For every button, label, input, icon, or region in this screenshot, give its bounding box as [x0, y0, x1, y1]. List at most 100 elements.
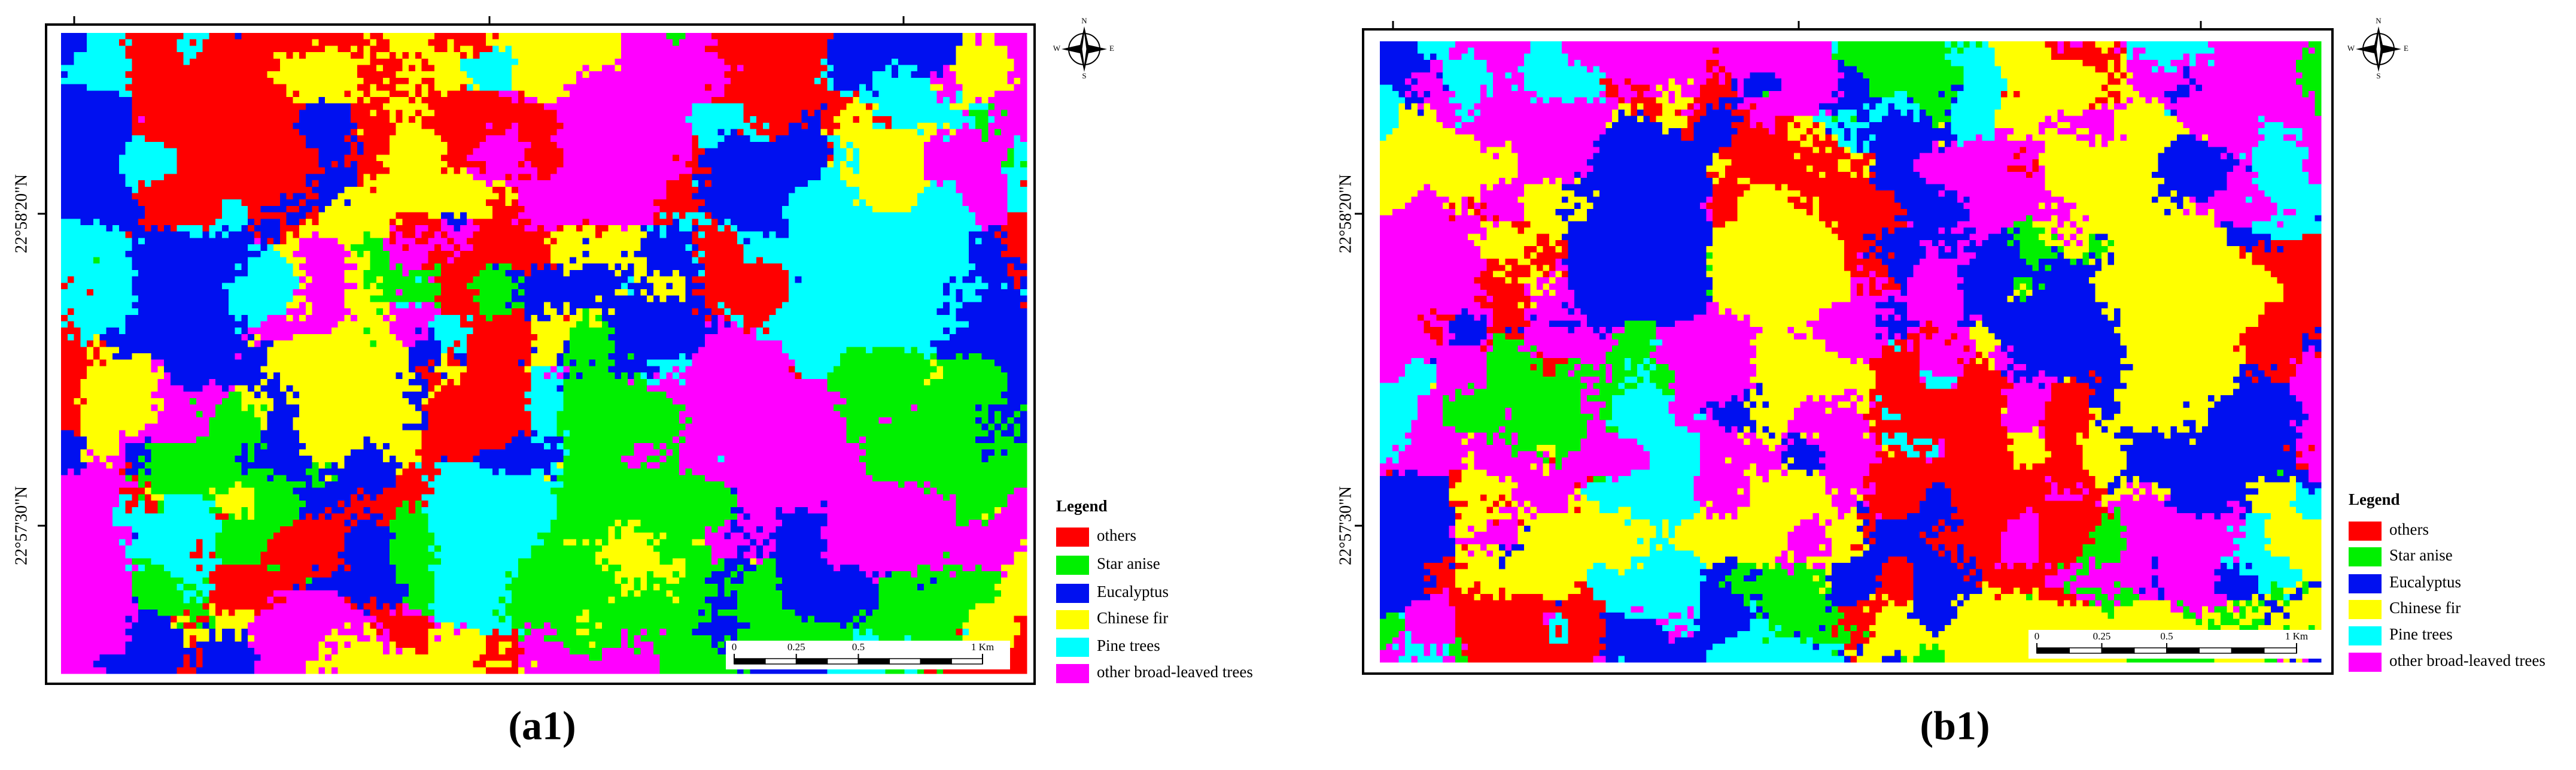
map-cell: [351, 238, 358, 245]
map-cell: [299, 238, 306, 245]
map-cell: [840, 58, 847, 66]
map-cell: [415, 205, 422, 213]
map-cell: [956, 193, 963, 200]
map-cell: [486, 238, 493, 245]
map-cell: [634, 141, 641, 149]
map-cell: [99, 199, 107, 207]
map-cell: [917, 231, 924, 238]
map-cell: [460, 110, 467, 117]
map-cell: [267, 167, 274, 174]
map-cell: [647, 148, 654, 155]
map-cell: [653, 39, 661, 46]
map-cell: [112, 212, 120, 219]
map-cell: [151, 141, 158, 149]
map-cell: [440, 167, 448, 174]
map-cell: [782, 205, 789, 213]
map-cell: [808, 135, 815, 143]
map-cell: [61, 174, 68, 181]
map-cell: [177, 141, 184, 149]
map-cell: [74, 110, 81, 117]
map-cell: [762, 46, 770, 53]
map-cell: [454, 154, 461, 162]
map-cell: [846, 97, 854, 104]
map-cell: [118, 129, 126, 136]
map-cell: [196, 225, 203, 232]
map-cell: [260, 97, 267, 104]
map-cell: [601, 129, 609, 136]
map-cell: [859, 65, 866, 72]
map-cell: [892, 141, 899, 149]
map-cell: [486, 90, 493, 98]
map-cell: [820, 110, 828, 117]
map-cell: [743, 97, 750, 104]
map-cell: [1014, 103, 1021, 110]
map-cell: [434, 193, 442, 200]
map-cell: [576, 205, 583, 213]
map-cell: [286, 180, 293, 187]
map-cell: [647, 103, 654, 110]
map-cell: [138, 244, 145, 251]
map-cell: [634, 231, 641, 238]
map-cell: [241, 135, 248, 143]
map-cell: [99, 225, 107, 232]
map-cell: [878, 212, 886, 219]
map-cell: [434, 122, 442, 130]
map-cell: [87, 65, 94, 72]
map-cell: [344, 193, 351, 200]
map-cell: [563, 161, 570, 168]
map-cell: [943, 180, 950, 187]
map-cell: [118, 199, 126, 207]
map-cell: [170, 141, 178, 149]
map-cell: [537, 161, 545, 168]
map-cell: [737, 193, 744, 200]
map-cell: [106, 97, 113, 104]
map-cell: [363, 77, 371, 85]
map-cell: [634, 33, 641, 40]
map-cell: [556, 212, 564, 219]
map-cell: [125, 148, 132, 155]
map-cell: [151, 180, 158, 187]
map-cell: [988, 52, 995, 59]
map-cell: [215, 90, 223, 98]
map-cell: [1001, 174, 1008, 181]
map-cell: [1007, 65, 1015, 72]
map-cell: [196, 186, 203, 194]
map-cell: [834, 116, 841, 123]
map-cell: [904, 33, 911, 40]
map-cell: [666, 103, 673, 110]
map-cell: [627, 199, 635, 207]
map-cell: [943, 84, 950, 91]
map-cell: [711, 90, 719, 98]
map-cell: [254, 103, 261, 110]
map-cell: [67, 212, 75, 219]
map-cell: [235, 148, 242, 155]
map-cell: [512, 58, 519, 66]
map-cell: [808, 212, 815, 219]
map-cell: [312, 199, 319, 207]
map-cell: [762, 122, 770, 130]
map-cell: [157, 84, 165, 91]
map-cell: [498, 110, 506, 117]
map-cell: [312, 84, 319, 91]
map-cell: [486, 122, 493, 130]
map-cell: [434, 174, 442, 181]
map-cell: [859, 103, 866, 110]
map-cell: [312, 77, 319, 85]
map-cell: [421, 97, 428, 104]
map-cell: [273, 161, 281, 168]
map-cell: [415, 135, 422, 143]
map-cell: [67, 103, 75, 110]
map-cell: [1014, 58, 1021, 66]
map-cell: [582, 154, 589, 162]
map-cell: [666, 39, 673, 46]
map-cell: [615, 71, 622, 78]
map-cell: [177, 231, 184, 238]
map-cell: [666, 167, 673, 174]
map-cell: [1007, 90, 1015, 98]
map-cell: [846, 231, 854, 238]
map-cell: [956, 33, 963, 40]
map-cell: [975, 219, 983, 226]
map-cell: [409, 231, 416, 238]
map-cell: [93, 129, 101, 136]
map-cell: [1014, 39, 1021, 46]
